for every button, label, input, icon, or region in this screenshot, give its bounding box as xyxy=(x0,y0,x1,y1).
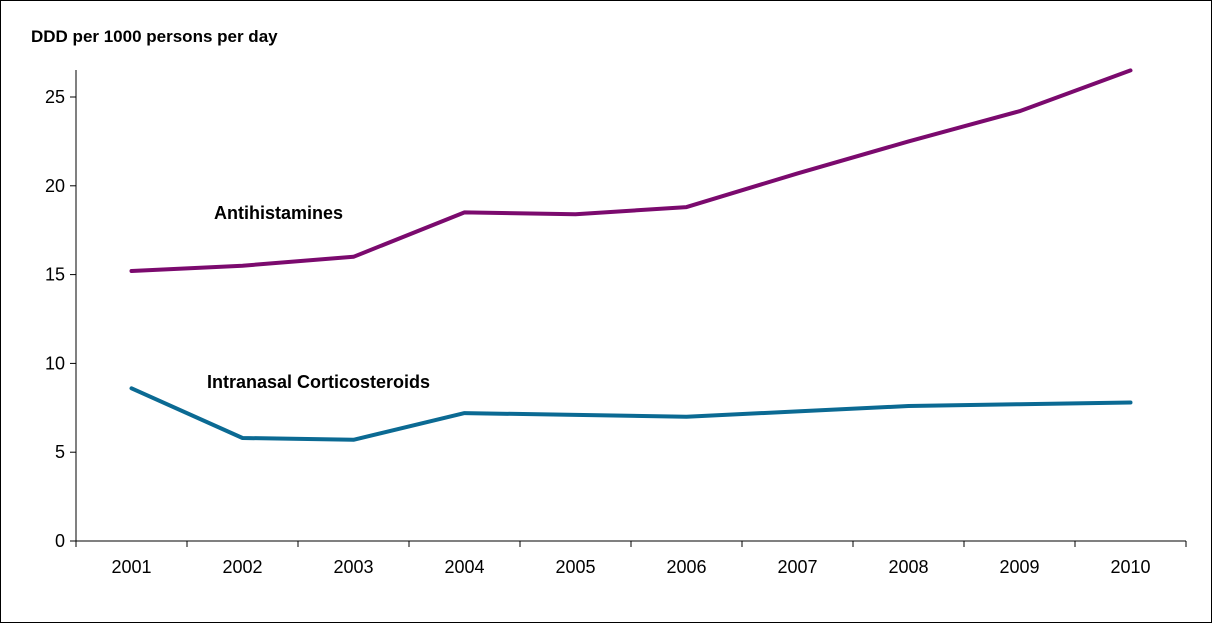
y-tick-label: 10 xyxy=(45,353,65,373)
x-tick-label: 2005 xyxy=(555,557,595,577)
x-tick-label: 2006 xyxy=(666,557,706,577)
y-tick-label: 15 xyxy=(45,265,65,285)
series-line-antihistamines xyxy=(129,68,1133,273)
x-tick-label: 2010 xyxy=(1110,557,1150,577)
y-tick-label: 5 xyxy=(55,442,65,462)
x-ticks: 2001 2002 2003 2004 2005 2006 2007 2008 2009 2010 xyxy=(75,541,1187,577)
x-tick-label: 2002 xyxy=(222,557,262,577)
x-tick-label: 2003 xyxy=(333,557,373,577)
series-label-intranasal-corticosteroids: Intranasal Corticosteroids xyxy=(207,372,430,392)
x-tick-label: 2009 xyxy=(999,557,1039,577)
series-lines xyxy=(129,68,1133,442)
y-tick-label: 0 xyxy=(55,531,65,551)
x-tick-label: 2007 xyxy=(777,557,817,577)
y-ticks: 0 5 10 15 20 25 xyxy=(45,87,76,551)
series-label-antihistamines: Antihistamines xyxy=(214,203,343,223)
y-axis-label: DDD per 1000 persons per day xyxy=(31,27,278,46)
x-tick-label: 2008 xyxy=(888,557,928,577)
x-tick-label: 2004 xyxy=(444,557,484,577)
series-line-intranasal-corticosteroids xyxy=(129,386,1133,442)
y-tick-label: 25 xyxy=(45,87,65,107)
y-tick-label: 20 xyxy=(45,176,65,196)
x-tick-label: 2001 xyxy=(111,557,151,577)
